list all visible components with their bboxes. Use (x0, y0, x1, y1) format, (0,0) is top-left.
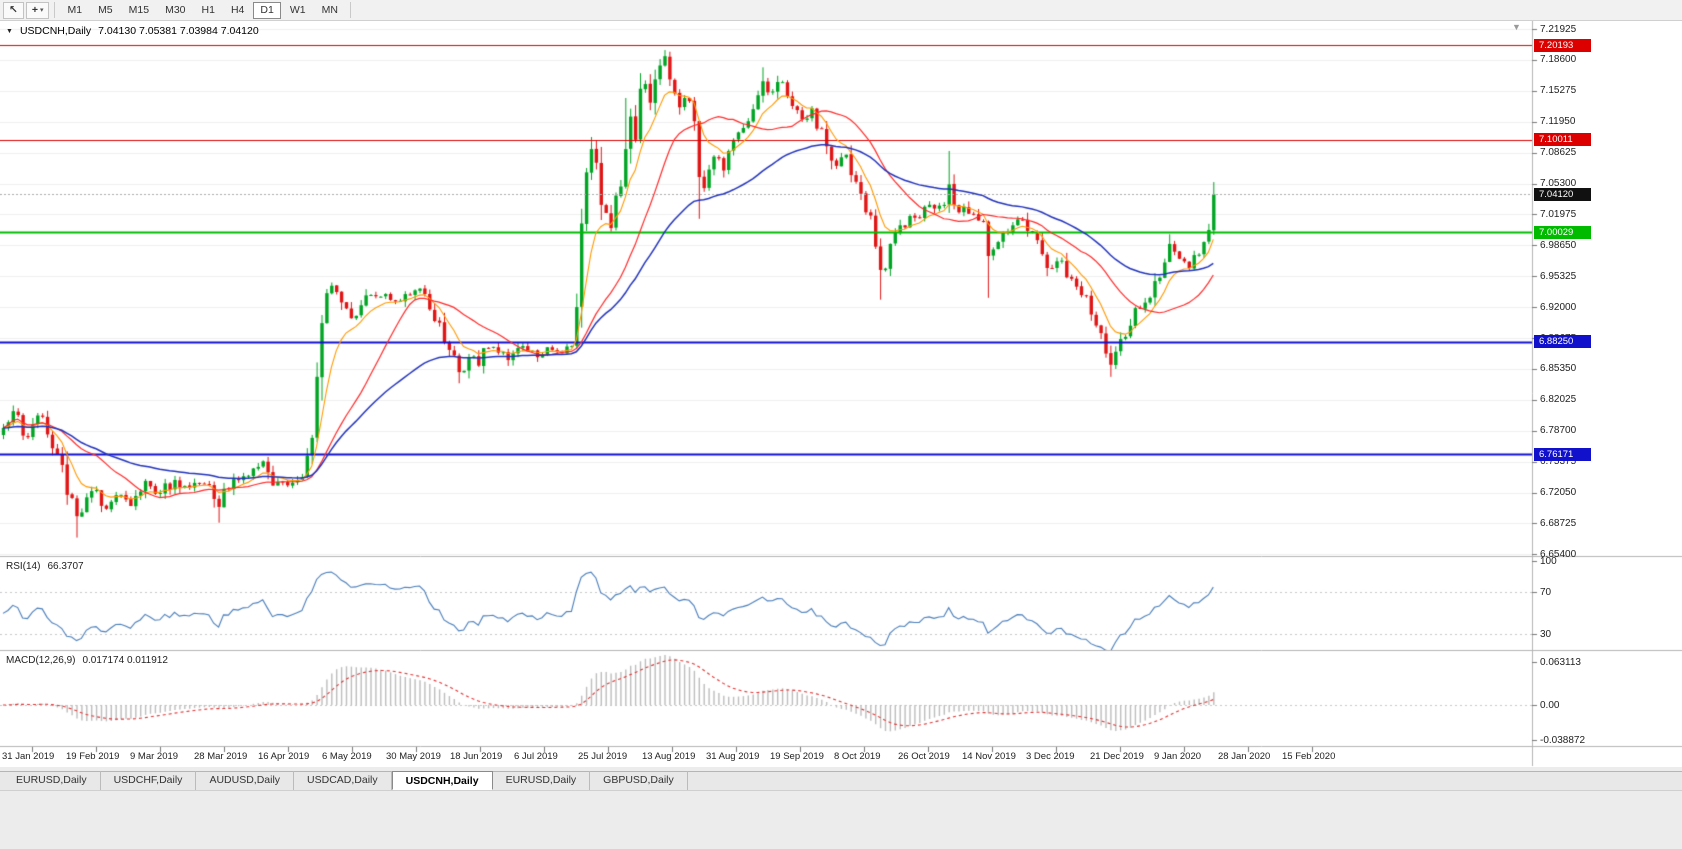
timeframe-button-h1[interactable]: H1 (201, 4, 215, 16)
price-axis-label: 7.21925 (1540, 23, 1577, 35)
chart-tab-usdchf[interactable]: USDCHF,Daily (101, 771, 197, 790)
price-level-badge: 7.00029 (1534, 225, 1591, 239)
chart-canvas[interactable] (0, 21, 1682, 767)
chart-tab-bar: EURUSD,Daily USDCHF,Daily AUDUSD,Daily USDC… (0, 771, 1682, 791)
timeframe-button-d1[interactable]: D1 (253, 1, 281, 19)
chart-shift-marker-icon[interactable]: ▼ (1512, 22, 1521, 32)
timeframe-button-m15[interactable]: M15 (128, 4, 150, 16)
chart-tab-eurusd[interactable]: EURUSD,Daily (493, 771, 591, 790)
rsi-value: 66.3707 (47, 561, 84, 572)
chart-window: ▼ USDCNH,Daily 7.04130 7.05381 7.03984 7… (0, 21, 1682, 767)
price-level-badge: 7.20193 (1534, 38, 1591, 52)
timeframe-button-w1[interactable]: W1 (289, 4, 306, 16)
price-axis-label: 6.68725 (1540, 517, 1577, 529)
macd-axis-label: 0.00 (1540, 699, 1560, 711)
price-axis-label: 6.78700 (1540, 425, 1577, 437)
time-axis-label: 3 Dec 2019 (1026, 751, 1075, 762)
macd-values: 0.017174 0.011912 (82, 655, 168, 666)
time-axis-label: 16 Apr 2019 (258, 751, 310, 762)
time-axis-label: 15 Feb 2020 (1282, 751, 1336, 762)
time-axis-label: 31 Jan 2019 (2, 751, 55, 762)
price-axis-label: 7.11950 (1540, 116, 1576, 128)
toolbar-separator (349, 2, 351, 18)
crosshair-tool-button[interactable]: + ▾ (25, 1, 50, 19)
price-axis-label: 6.85350 (1540, 363, 1577, 375)
current-price-badge: 7.04120 (1534, 187, 1591, 201)
top-toolbar: ↖ + ▾ M1 M5 M15 M30 H1 H4 D1 W1 MN (0, 0, 1682, 21)
cursor-tool-icon: ↖ (9, 4, 18, 16)
price-axis-label: 7.18600 (1540, 54, 1577, 66)
price-axis-label: 6.98650 (1540, 239, 1577, 251)
time-axis-label: 28 Jan 2020 (1218, 751, 1271, 762)
chart-menu-icon[interactable]: ▼ (6, 27, 13, 35)
chart-tab-usdcad[interactable]: USDCAD,Daily (294, 771, 392, 790)
price-axis-label: 6.65400 (1540, 548, 1577, 560)
toolbar-separator (54, 2, 56, 18)
chart-tab-usdcnh[interactable]: USDCNH,Daily (391, 771, 493, 790)
rsi-axis-label: 30 (1540, 628, 1552, 640)
price-axis-label: 6.72050 (1540, 487, 1577, 498)
rsi-axis-label: 70 (1540, 586, 1552, 598)
time-axis-label: 6 Jul 2019 (514, 751, 558, 762)
price-axis-label: 6.75375 (1540, 456, 1577, 468)
timeframe-button-mn[interactable]: MN (321, 4, 338, 16)
rsi-name: RSI(14) (6, 561, 41, 572)
time-axis-label: 13 Aug 2019 (642, 751, 696, 762)
time-axis-label: 21 Dec 2019 (1090, 751, 1144, 762)
rsi-axis-label: 100 (1540, 555, 1557, 567)
price-axis-label: 6.92000 (1540, 301, 1577, 313)
time-axis-label: 8 Oct 2019 (834, 751, 881, 762)
price-axis-label: 6.95325 (1540, 270, 1577, 282)
timeframe-group: M1 M5 M15 M30 H1 H4 D1 W1 MN (60, 1, 344, 19)
macd-name: MACD(12,26,9) (6, 655, 76, 666)
price-level-badge: 6.76171 (1534, 447, 1591, 461)
price-level-badge: 7.10011 (1534, 133, 1591, 147)
time-axis-label: 26 Oct 2019 (898, 751, 950, 762)
caret-down-icon: ▾ (39, 7, 44, 14)
rsi-indicator-label: RSI(14) 66.3707 (6, 561, 84, 572)
price-axis-label: 7.01975 (1540, 208, 1577, 220)
timeframe-button-m30[interactable]: M30 (165, 4, 186, 16)
time-axis-label: 18 Jun 2019 (450, 751, 503, 762)
chart-symbol-period: USDCNH,Daily (19, 25, 92, 37)
time-axis-label: 9 Jan 2020 (1154, 751, 1202, 762)
cursor-tool-button[interactable]: ↖ (3, 1, 24, 19)
macd-indicator-label: MACD(12,26,9) 0.017174 0.011912 (6, 655, 168, 666)
time-axis-label: 25 Jul 2019 (578, 751, 628, 762)
time-axis-label: 19 Feb 2019 (66, 751, 120, 762)
macd-axis-label: 0.063113 (1540, 656, 1581, 668)
timeframe-button-m1[interactable]: M1 (67, 4, 83, 16)
chart-tab-eurusd[interactable]: EURUSD,Daily (3, 771, 101, 790)
time-axis-label: 31 Aug 2019 (706, 751, 760, 762)
time-axis-label: 9 Mar 2019 (130, 751, 179, 762)
chart-title: ▼ USDCNH,Daily 7.04130 7.05381 7.03984 7… (6, 25, 259, 37)
price-level-badge: 6.88250 (1534, 335, 1591, 349)
time-axis-label: 6 May 2019 (322, 751, 372, 762)
price-axis-label: 7.08625 (1540, 147, 1577, 159)
time-axis-label: 28 Mar 2019 (194, 751, 248, 762)
price-axis-label: 7.05300 (1540, 178, 1577, 189)
chart-tab-gbpusd[interactable]: GBPUSD,Daily (590, 771, 688, 790)
chart-tab-audusd[interactable]: AUDUSD,Daily (196, 771, 295, 790)
price-axis-label: 7.15275 (1540, 85, 1577, 97)
timeframe-button-h4[interactable]: H4 (230, 4, 245, 16)
time-axis-label: 14 Nov 2019 (962, 751, 1016, 762)
price-axis-label: 6.82025 (1540, 394, 1577, 406)
chart-ohlc-values: 7.04130 7.05381 7.03984 7.04120 (98, 25, 259, 37)
macd-axis-label: -0.038872 (1540, 734, 1586, 746)
timeframe-button-m5[interactable]: M5 (98, 4, 113, 16)
crosshair-icon: + (31, 4, 38, 16)
time-axis-label: 30 May 2019 (386, 751, 441, 762)
time-axis-label: 19 Sep 2019 (770, 751, 824, 762)
